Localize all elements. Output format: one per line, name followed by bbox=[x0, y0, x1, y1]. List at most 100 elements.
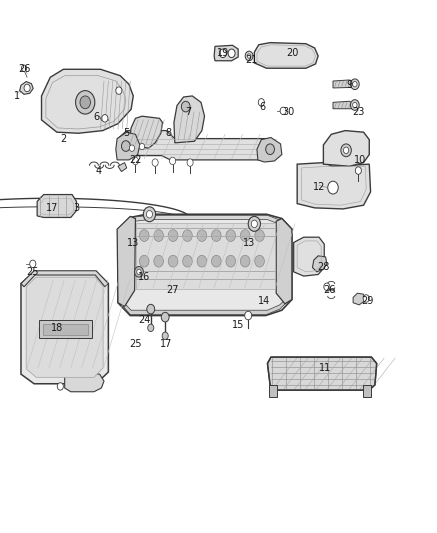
Text: 21: 21 bbox=[245, 55, 257, 64]
Circle shape bbox=[135, 266, 143, 277]
Text: 3: 3 bbox=[73, 203, 80, 213]
Text: 6: 6 bbox=[259, 102, 265, 111]
Circle shape bbox=[228, 49, 235, 58]
Circle shape bbox=[341, 144, 351, 157]
Text: 27: 27 bbox=[166, 286, 179, 295]
Circle shape bbox=[226, 255, 236, 267]
Text: 20: 20 bbox=[287, 49, 299, 58]
Circle shape bbox=[146, 211, 153, 218]
Polygon shape bbox=[39, 320, 92, 338]
Text: 13: 13 bbox=[243, 238, 255, 247]
Text: 14: 14 bbox=[258, 296, 271, 306]
Polygon shape bbox=[116, 132, 140, 160]
Polygon shape bbox=[136, 223, 275, 289]
Polygon shape bbox=[117, 216, 135, 306]
Circle shape bbox=[187, 159, 193, 166]
Circle shape bbox=[139, 255, 149, 267]
Text: 11: 11 bbox=[319, 363, 332, 373]
Text: 18: 18 bbox=[51, 323, 63, 333]
Circle shape bbox=[353, 82, 357, 87]
Circle shape bbox=[363, 295, 369, 302]
Text: 5: 5 bbox=[124, 128, 130, 138]
Text: 2: 2 bbox=[60, 134, 66, 143]
Text: 25: 25 bbox=[129, 339, 142, 349]
Text: 17: 17 bbox=[46, 203, 59, 213]
Circle shape bbox=[343, 147, 349, 154]
Polygon shape bbox=[257, 138, 282, 162]
Polygon shape bbox=[118, 214, 292, 316]
Circle shape bbox=[247, 54, 251, 58]
Circle shape bbox=[251, 220, 257, 228]
Circle shape bbox=[280, 107, 286, 115]
Text: 19: 19 bbox=[217, 49, 229, 58]
Polygon shape bbox=[26, 277, 103, 377]
Polygon shape bbox=[118, 163, 127, 172]
Circle shape bbox=[170, 157, 176, 165]
Circle shape bbox=[121, 141, 130, 151]
Text: 16: 16 bbox=[138, 272, 150, 282]
Text: 17: 17 bbox=[160, 339, 172, 349]
Polygon shape bbox=[43, 324, 88, 335]
Text: 23: 23 bbox=[352, 107, 364, 117]
Text: 26: 26 bbox=[324, 286, 336, 295]
Polygon shape bbox=[269, 385, 277, 397]
Circle shape bbox=[116, 87, 122, 94]
Text: 15: 15 bbox=[232, 320, 244, 330]
Text: 26: 26 bbox=[18, 64, 30, 74]
Circle shape bbox=[219, 49, 226, 58]
Circle shape bbox=[350, 100, 359, 110]
Circle shape bbox=[143, 207, 156, 222]
Polygon shape bbox=[333, 80, 353, 88]
Circle shape bbox=[161, 312, 169, 322]
Circle shape bbox=[148, 324, 154, 332]
Text: 25: 25 bbox=[27, 267, 39, 277]
Circle shape bbox=[152, 159, 158, 166]
Polygon shape bbox=[294, 237, 324, 276]
Text: 24: 24 bbox=[138, 315, 150, 325]
Circle shape bbox=[154, 255, 163, 267]
Polygon shape bbox=[42, 69, 133, 133]
Polygon shape bbox=[65, 372, 104, 392]
Polygon shape bbox=[276, 219, 292, 304]
Circle shape bbox=[240, 230, 250, 241]
Circle shape bbox=[24, 84, 30, 92]
Text: 28: 28 bbox=[317, 262, 329, 271]
Circle shape bbox=[212, 255, 221, 267]
Polygon shape bbox=[37, 195, 76, 217]
Circle shape bbox=[255, 255, 264, 267]
Text: 4: 4 bbox=[95, 166, 101, 175]
Polygon shape bbox=[333, 101, 353, 109]
Polygon shape bbox=[129, 116, 163, 148]
Circle shape bbox=[162, 332, 168, 340]
Circle shape bbox=[21, 65, 27, 71]
Circle shape bbox=[328, 181, 338, 194]
Circle shape bbox=[137, 269, 141, 274]
Circle shape bbox=[258, 99, 264, 106]
Text: 6: 6 bbox=[93, 112, 99, 122]
Circle shape bbox=[183, 230, 192, 241]
Circle shape bbox=[129, 145, 135, 151]
Polygon shape bbox=[21, 271, 108, 287]
Polygon shape bbox=[21, 272, 108, 384]
Text: 7: 7 bbox=[185, 107, 191, 117]
Circle shape bbox=[80, 96, 90, 109]
Text: 30: 30 bbox=[282, 107, 295, 117]
Circle shape bbox=[181, 101, 190, 112]
Polygon shape bbox=[118, 131, 279, 160]
Circle shape bbox=[248, 216, 260, 231]
Text: 13: 13 bbox=[127, 238, 139, 247]
Circle shape bbox=[139, 143, 145, 150]
Polygon shape bbox=[267, 357, 377, 390]
Circle shape bbox=[139, 230, 149, 241]
Text: 10: 10 bbox=[354, 155, 367, 165]
Text: 8: 8 bbox=[165, 128, 171, 138]
Polygon shape bbox=[214, 45, 238, 61]
Circle shape bbox=[76, 91, 95, 114]
Circle shape bbox=[324, 283, 330, 290]
Circle shape bbox=[226, 230, 236, 241]
Circle shape bbox=[168, 255, 178, 267]
Polygon shape bbox=[363, 385, 371, 397]
Polygon shape bbox=[353, 293, 365, 305]
Text: 22: 22 bbox=[129, 155, 142, 165]
Circle shape bbox=[132, 157, 139, 165]
